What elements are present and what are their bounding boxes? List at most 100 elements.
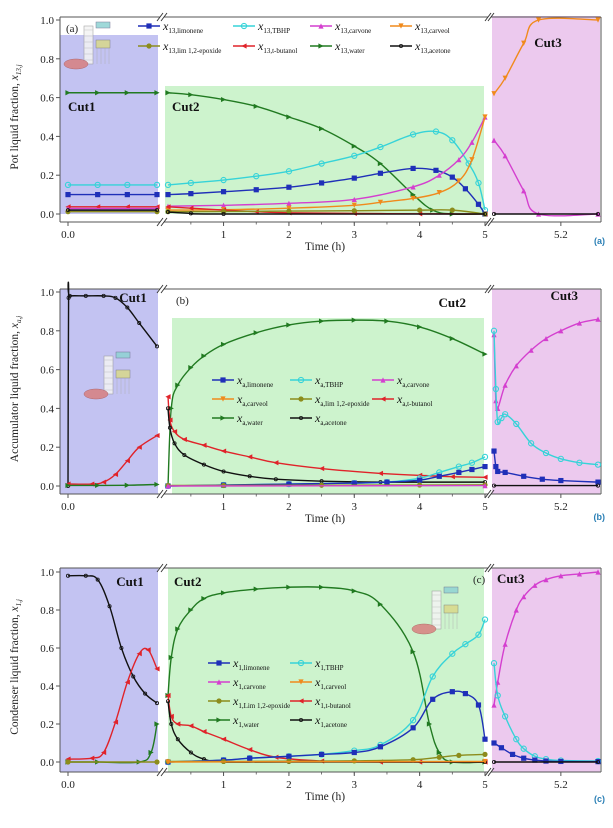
figure-label: (a): [594, 236, 605, 246]
data-point-epoxide: [436, 754, 442, 760]
data-point-limonene: [495, 468, 501, 475]
data-point-TBHP: [492, 385, 500, 393]
data-point-water: [188, 92, 194, 98]
axis-break-mark: [156, 767, 164, 777]
data-point-TBHP: [490, 660, 498, 667]
y-tick-label: 0.2: [40, 442, 54, 454]
data-point-acetone: [175, 737, 180, 742]
cut2-label: Cut2: [439, 295, 466, 310]
x-tick-label: 5: [482, 779, 488, 791]
cut2-label: Cut2: [174, 574, 201, 589]
data-point-tbutanol: [201, 442, 207, 448]
cut1-region: [60, 568, 158, 772]
series-TBHP: [64, 181, 161, 189]
data-point-tbutanol: [112, 719, 119, 725]
data-point-tbutanol: [377, 470, 384, 476]
data-point-water: [201, 353, 207, 359]
legend-item-carvone: x13,carvone: [310, 19, 371, 35]
data-point-limonene: [351, 480, 357, 486]
data-point-acetone: [143, 691, 148, 696]
data-point-TBHP: [432, 128, 440, 135]
data-point-carvone: [491, 137, 497, 143]
data-point-limonene: [351, 175, 357, 181]
data-point-limonene: [491, 740, 497, 746]
legend-marker: [298, 698, 304, 704]
data-point-carveol: [469, 157, 475, 163]
y-tick-label: 0.6: [40, 365, 54, 377]
data-point-water: [286, 584, 292, 590]
series-limonene: [65, 192, 160, 198]
legend-label: x13,limonene: [162, 19, 203, 35]
data-point-carveol: [410, 195, 416, 202]
data-point-water: [148, 749, 154, 756]
y-tick-label: 1.0: [40, 287, 54, 299]
data-point-water: [65, 482, 71, 489]
legend-marker: [216, 698, 222, 704]
data-point-tbutanol: [145, 647, 151, 653]
data-point-acetone: [67, 293, 72, 298]
data-point-acetone: [83, 573, 88, 578]
legend-marker: [220, 396, 226, 402]
data-point-TBHP: [594, 461, 602, 468]
legend-marker: [318, 23, 324, 29]
data-point-TBHP: [490, 327, 498, 334]
data-point-limonene: [521, 473, 527, 479]
legend-label: x13,water: [334, 39, 365, 55]
data-point-TBHP: [409, 131, 417, 138]
data-point-carveol: [535, 17, 542, 23]
data-point-epoxide: [286, 208, 292, 214]
legend-marker: [380, 377, 386, 383]
data-point-acetone: [188, 211, 193, 216]
cut2-label: Cut2: [172, 99, 199, 114]
data-point-TBHP: [462, 641, 469, 648]
data-point-water: [482, 351, 488, 357]
data-point-TBHP: [187, 179, 195, 187]
series-line-carvone: [493, 571, 599, 706]
data-point-TBHP: [468, 459, 476, 466]
axis-break-mark: [487, 767, 495, 777]
data-point-epoxide: [351, 208, 357, 214]
legend-marker: [216, 679, 222, 685]
data-point-acetone: [167, 425, 172, 430]
data-point-TBHP: [576, 459, 583, 466]
y-tick-label: 0.0: [40, 757, 54, 769]
data-point-water: [426, 721, 433, 727]
legend-marker: [398, 44, 403, 49]
data-point-water: [410, 649, 416, 655]
data-point-limonene: [498, 745, 505, 751]
data-point-carvone: [502, 153, 508, 159]
data-point-limonene: [493, 464, 499, 470]
x-tick-label: 0.0: [61, 779, 75, 791]
data-point-TBHP: [409, 717, 417, 724]
series-limonene: [165, 165, 488, 217]
data-point-tbutanol: [112, 471, 119, 477]
data-point-water: [436, 749, 442, 756]
data-point-acetone: [165, 699, 170, 704]
data-point-water: [318, 584, 325, 590]
series-line-water: [167, 92, 486, 216]
y-axis-title: Condenser liquid fraction, x1,j: [9, 599, 23, 735]
y-tick-label: 0.4: [40, 681, 54, 693]
x-tick-label: 5: [482, 501, 488, 513]
series-acetone: [491, 483, 601, 488]
cut3-region: [492, 16, 600, 214]
axis-break-mark: [160, 284, 168, 294]
series-carveol: [165, 758, 488, 765]
data-point-acetone: [247, 474, 252, 479]
data-point-limonene: [377, 744, 384, 750]
data-point-epoxide: [417, 207, 423, 213]
x-tick-label: 0.0: [61, 229, 75, 241]
series-acetone: [491, 760, 601, 765]
data-point-tbutanol: [171, 429, 178, 435]
column-schematic-icon: [83, 351, 131, 400]
data-point-limonene: [491, 448, 497, 454]
data-point-TBHP: [481, 616, 489, 623]
axis-break-mark: [487, 563, 495, 573]
data-point-limonene: [286, 184, 292, 190]
data-point-TBHP: [449, 650, 456, 657]
x-axis-title: Time (h): [305, 791, 345, 803]
legend-label: x13,carvone: [334, 19, 371, 35]
data-point-limonene: [247, 755, 253, 761]
data-point-carveol: [377, 199, 384, 205]
